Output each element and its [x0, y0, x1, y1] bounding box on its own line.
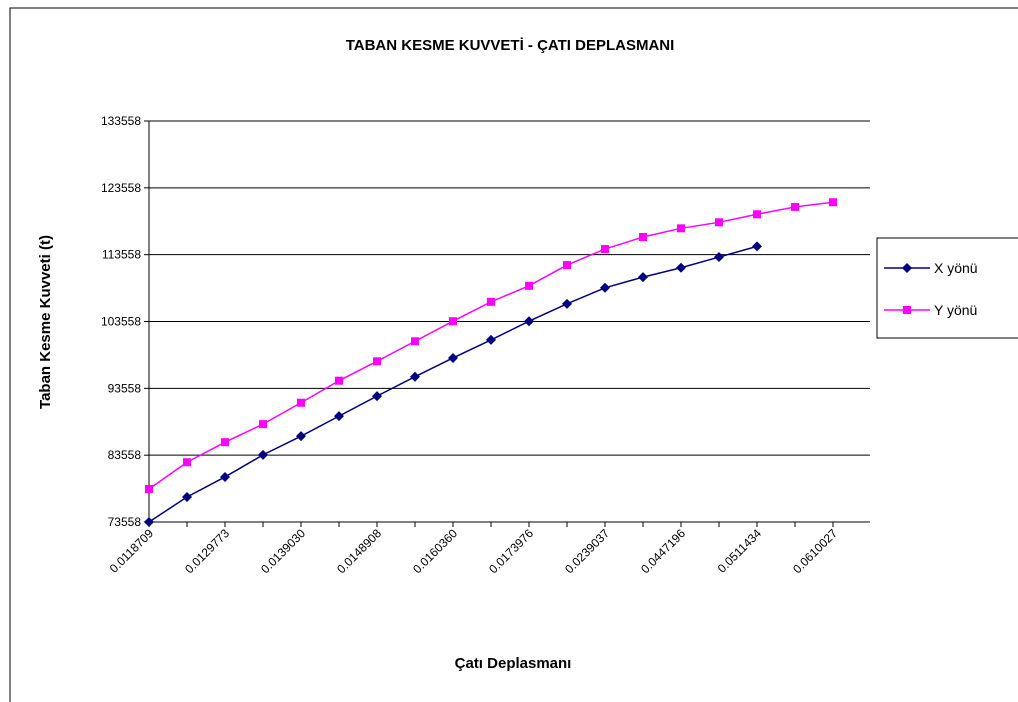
data-point — [372, 391, 382, 402]
data-point — [411, 337, 419, 346]
legend-marker — [903, 306, 911, 314]
data-point — [144, 517, 154, 527]
legend-label: Y yönü — [934, 302, 977, 318]
data-point — [182, 491, 192, 502]
data-point — [448, 352, 458, 363]
y-tick-label: 123558 — [101, 181, 141, 195]
data-point — [258, 449, 268, 460]
data-point — [639, 233, 647, 242]
legend-marker — [902, 263, 912, 273]
chart-frame — [9, 7, 1018, 702]
data-point — [677, 224, 685, 233]
data-point — [638, 272, 648, 283]
data-point — [714, 252, 724, 263]
data-point — [829, 198, 837, 207]
data-point — [715, 218, 723, 227]
data-point — [373, 357, 381, 366]
data-point — [145, 484, 153, 493]
data-point — [183, 458, 191, 467]
legend-label: X yönü — [934, 260, 978, 276]
data-point — [410, 371, 420, 382]
data-point — [334, 411, 344, 422]
data-point — [676, 262, 686, 273]
data-point — [753, 210, 761, 219]
data-point — [525, 281, 533, 290]
data-point — [752, 241, 762, 252]
y-tick-label: 73558 — [108, 515, 142, 529]
data-point — [562, 298, 572, 309]
data-point — [600, 282, 610, 293]
legend-box — [876, 237, 1018, 339]
data-point — [220, 471, 230, 482]
data-point — [449, 317, 457, 326]
data-point — [524, 316, 534, 327]
chart-title: TABAN KESME KUVVETİ - ÇATI DEPLASMANI — [346, 37, 675, 54]
data-point — [296, 431, 306, 442]
y-axis-label: Taban Kesme Kuvveti (t) — [37, 235, 54, 409]
data-point — [335, 376, 343, 385]
y-tick-label: 113558 — [102, 248, 141, 262]
data-point — [791, 202, 799, 211]
y-tick-label: 83558 — [108, 448, 142, 462]
data-point — [486, 334, 496, 345]
y-tick-label: 103558 — [101, 315, 141, 329]
data-point — [297, 398, 305, 407]
data-point — [221, 438, 229, 447]
x-axis-label: Çatı Deplasmanı — [455, 655, 572, 672]
y-tick-label: 93558 — [108, 381, 142, 395]
data-point — [259, 420, 267, 429]
data-point — [563, 261, 571, 270]
y-tick-label: 133558 — [101, 114, 141, 128]
data-point — [601, 245, 609, 254]
data-point — [487, 297, 495, 306]
